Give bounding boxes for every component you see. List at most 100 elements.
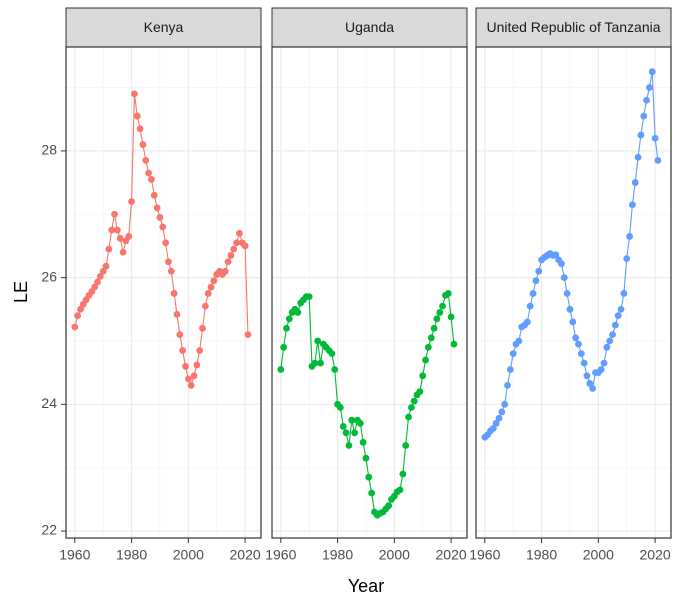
data-point [535, 267, 543, 275]
data-point [356, 419, 364, 427]
x-tick-label: 2020 [436, 547, 467, 563]
panel-bg [66, 47, 261, 538]
facet-label: Kenya [144, 19, 184, 35]
data-point [165, 258, 172, 266]
data-point [433, 315, 441, 323]
data-point [558, 260, 565, 268]
data-point [504, 381, 511, 389]
data-point [424, 343, 432, 351]
data-point [628, 201, 636, 209]
x-tick-label: 1980 [322, 547, 353, 563]
data-point [241, 242, 249, 250]
data-point [572, 334, 580, 342]
data-point [139, 141, 147, 148]
data-point [430, 324, 438, 332]
data-point [159, 223, 167, 231]
data-point [526, 302, 534, 310]
data-point [328, 350, 336, 358]
data-point [501, 400, 509, 408]
data-point [600, 359, 608, 367]
data-point [204, 290, 212, 297]
data-point [136, 125, 144, 133]
data-point [119, 248, 127, 256]
data-point [102, 262, 110, 270]
data-point [108, 226, 116, 234]
data-point [283, 324, 290, 332]
data-point [447, 313, 455, 321]
data-point [399, 470, 407, 478]
data-point [116, 234, 124, 242]
data-point [495, 414, 503, 422]
y-tick-label: 22 [41, 522, 57, 538]
data-point [626, 233, 633, 240]
y-tick-label: 26 [41, 268, 57, 284]
data-point [111, 210, 118, 218]
data-point [620, 290, 628, 297]
y-tick-label: 28 [41, 142, 57, 158]
data-point [187, 381, 195, 389]
data-point [244, 331, 252, 339]
data-point [583, 372, 591, 380]
data-point [523, 318, 531, 326]
data-point [184, 375, 192, 383]
data-point [145, 169, 152, 177]
data-point [167, 267, 175, 275]
data-point [221, 267, 229, 275]
data-point [153, 204, 161, 212]
data-point [410, 397, 418, 405]
data-point [492, 419, 500, 427]
x-tick-label: 1960 [265, 547, 296, 563]
facet-strip [475, 7, 672, 48]
data-point [509, 350, 517, 358]
data-point [631, 179, 639, 186]
data-point [569, 318, 577, 326]
data-point [331, 366, 339, 373]
data-point [105, 245, 113, 253]
data-point [113, 226, 121, 234]
y-axis-title: LE [11, 281, 31, 303]
data-point [648, 68, 656, 76]
data-point [277, 366, 285, 373]
data-point [207, 283, 215, 291]
y-tick-label: 24 [41, 395, 57, 411]
data-point [150, 191, 158, 199]
data-point [563, 290, 571, 297]
data-point [577, 350, 585, 358]
data-point [368, 489, 376, 497]
x-tick-label: 1980 [526, 547, 557, 563]
data-point [236, 229, 243, 237]
data-point [96, 272, 104, 280]
data-point [580, 359, 588, 367]
data-point [586, 380, 594, 387]
data-point [617, 305, 625, 313]
data-point [498, 408, 506, 416]
data-point [407, 404, 415, 411]
data-point [552, 251, 560, 259]
data-point [199, 324, 206, 332]
data-point [285, 315, 293, 323]
data-point [176, 331, 184, 339]
data-point [173, 310, 181, 318]
data-point [385, 502, 393, 510]
x-tick-label: 2000 [379, 547, 410, 563]
data-point [91, 283, 99, 291]
data-point [637, 131, 645, 139]
data-point [427, 334, 435, 342]
data-point [280, 343, 288, 351]
data-point [311, 359, 319, 367]
data-point [348, 416, 356, 424]
panel-border [475, 46, 672, 539]
data-point [201, 302, 209, 310]
data-point [416, 388, 424, 396]
data-point [342, 429, 350, 437]
facet-label: United Republic of Tanzania [486, 19, 660, 35]
data-point [182, 362, 189, 370]
panel-bg [272, 47, 467, 538]
data-point [444, 290, 452, 297]
data-point [634, 153, 642, 161]
data-point [71, 323, 79, 331]
data-point [606, 337, 614, 345]
data-point [133, 112, 141, 120]
data-point [623, 255, 631, 263]
data-point [170, 290, 178, 297]
